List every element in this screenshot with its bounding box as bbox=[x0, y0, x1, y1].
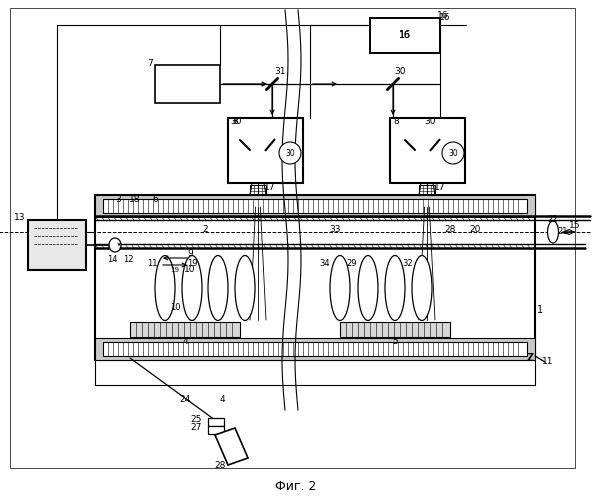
Text: 11: 11 bbox=[146, 258, 157, 268]
Text: 20: 20 bbox=[469, 224, 481, 234]
Text: 29: 29 bbox=[347, 258, 357, 268]
Text: 16: 16 bbox=[399, 30, 411, 40]
Text: 19: 19 bbox=[187, 258, 197, 268]
Text: 17: 17 bbox=[264, 182, 276, 192]
Bar bbox=[228, 118, 303, 183]
Text: 4: 4 bbox=[182, 336, 188, 345]
Bar bbox=[95, 195, 535, 360]
Text: 1: 1 bbox=[537, 305, 543, 315]
Text: 17: 17 bbox=[434, 182, 446, 192]
Ellipse shape bbox=[547, 221, 559, 243]
Ellipse shape bbox=[182, 256, 202, 320]
Text: 22: 22 bbox=[548, 216, 558, 224]
Text: 8: 8 bbox=[232, 118, 238, 126]
Ellipse shape bbox=[358, 256, 378, 320]
Text: 16: 16 bbox=[399, 30, 411, 40]
Text: 30: 30 bbox=[230, 118, 242, 126]
Text: Фиг. 2: Фиг. 2 bbox=[275, 480, 317, 492]
Polygon shape bbox=[215, 428, 248, 465]
Bar bbox=[28, 220, 86, 270]
Text: 30: 30 bbox=[394, 68, 406, 76]
Bar bbox=[390, 118, 465, 183]
Text: 10: 10 bbox=[170, 304, 180, 312]
Text: 18: 18 bbox=[129, 196, 141, 204]
Bar bbox=[155, 65, 220, 103]
Text: 25: 25 bbox=[190, 416, 202, 424]
Text: 6: 6 bbox=[152, 196, 158, 204]
Text: 7: 7 bbox=[147, 60, 153, 68]
Ellipse shape bbox=[330, 256, 350, 320]
Text: 33: 33 bbox=[329, 224, 341, 234]
Text: 31: 31 bbox=[274, 68, 286, 76]
Text: 21: 21 bbox=[558, 228, 568, 236]
Ellipse shape bbox=[442, 142, 464, 164]
Text: 2: 2 bbox=[202, 224, 208, 234]
Ellipse shape bbox=[155, 256, 175, 320]
Bar bbox=[370, 18, 440, 53]
Bar bbox=[103, 199, 527, 213]
Text: 10: 10 bbox=[184, 266, 196, 274]
Ellipse shape bbox=[279, 142, 301, 164]
Bar bbox=[250, 185, 266, 195]
Text: Z: Z bbox=[527, 353, 534, 363]
Text: 30: 30 bbox=[285, 148, 295, 158]
Bar bbox=[130, 322, 240, 337]
Ellipse shape bbox=[208, 256, 228, 320]
Text: 3: 3 bbox=[115, 196, 121, 204]
Text: 30: 30 bbox=[448, 148, 458, 158]
Text: 9: 9 bbox=[187, 248, 193, 258]
Text: 28: 28 bbox=[444, 224, 455, 234]
Text: 28: 28 bbox=[214, 460, 226, 469]
Bar bbox=[340, 322, 450, 337]
Text: 14: 14 bbox=[107, 256, 117, 264]
Ellipse shape bbox=[109, 238, 121, 252]
Bar bbox=[95, 338, 535, 360]
Text: 24: 24 bbox=[179, 396, 190, 404]
Ellipse shape bbox=[385, 256, 405, 320]
Text: 32: 32 bbox=[403, 258, 413, 268]
Text: 13: 13 bbox=[14, 212, 25, 222]
Ellipse shape bbox=[235, 256, 255, 320]
Text: 16: 16 bbox=[437, 10, 449, 20]
Ellipse shape bbox=[412, 256, 432, 320]
Text: 5: 5 bbox=[392, 336, 398, 345]
Text: 27: 27 bbox=[190, 424, 202, 432]
Text: 34: 34 bbox=[320, 258, 330, 268]
Text: 16: 16 bbox=[439, 14, 451, 22]
Text: 15: 15 bbox=[569, 220, 581, 230]
Text: 11: 11 bbox=[542, 358, 554, 366]
Bar bbox=[208, 426, 224, 434]
Text: 4: 4 bbox=[219, 396, 225, 404]
Bar bbox=[208, 418, 224, 426]
Bar bbox=[103, 342, 527, 356]
Bar bbox=[419, 185, 435, 195]
Text: 12: 12 bbox=[123, 256, 133, 264]
Bar bbox=[370, 18, 440, 53]
Text: 19: 19 bbox=[171, 267, 180, 273]
Text: 8: 8 bbox=[393, 118, 398, 126]
Text: 30: 30 bbox=[424, 118, 436, 126]
Bar bbox=[95, 195, 535, 217]
